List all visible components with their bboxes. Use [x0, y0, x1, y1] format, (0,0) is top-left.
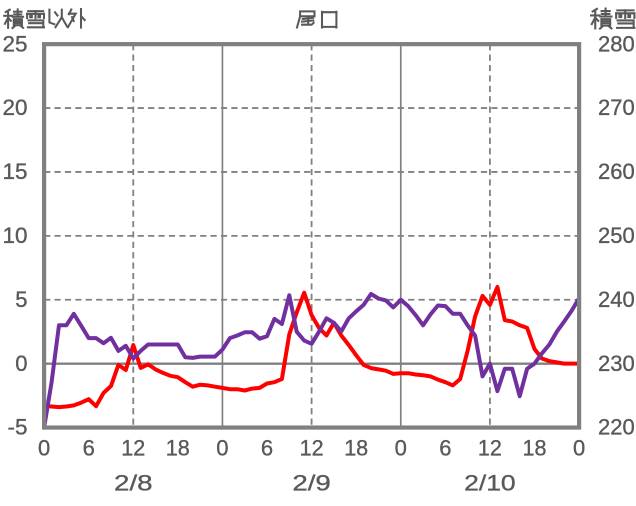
svg-text:280: 280	[598, 31, 635, 56]
svg-text:12: 12	[478, 436, 502, 461]
svg-text:18: 18	[344, 436, 368, 461]
svg-text:15: 15	[3, 159, 28, 184]
svg-text:0: 0	[15, 351, 27, 376]
svg-text:0: 0	[395, 436, 407, 461]
svg-text:25: 25	[3, 31, 28, 56]
svg-text:6: 6	[83, 436, 95, 461]
svg-text:-5: -5	[8, 415, 28, 440]
svg-text:12: 12	[300, 436, 324, 461]
svg-text:240: 240	[598, 287, 635, 312]
svg-text:10: 10	[3, 223, 28, 248]
svg-text:250: 250	[598, 223, 635, 248]
svg-text:20: 20	[3, 95, 28, 120]
svg-text:5: 5	[15, 287, 27, 312]
svg-text:6: 6	[439, 436, 451, 461]
svg-text:0: 0	[38, 436, 50, 461]
svg-text:6: 6	[261, 436, 273, 461]
svg-text:270: 270	[598, 95, 635, 120]
svg-text:0: 0	[216, 436, 228, 461]
svg-text:230: 230	[598, 351, 635, 376]
svg-text:220: 220	[598, 415, 635, 440]
svg-text:18: 18	[166, 436, 190, 461]
svg-text:2/9: 2/9	[292, 470, 331, 495]
svg-text:12: 12	[121, 436, 145, 461]
svg-text:18: 18	[523, 436, 547, 461]
svg-text:2/8: 2/8	[114, 470, 153, 495]
svg-text:0: 0	[573, 436, 585, 461]
svg-text:2/10: 2/10	[464, 470, 516, 495]
svg-text:260: 260	[598, 159, 635, 184]
